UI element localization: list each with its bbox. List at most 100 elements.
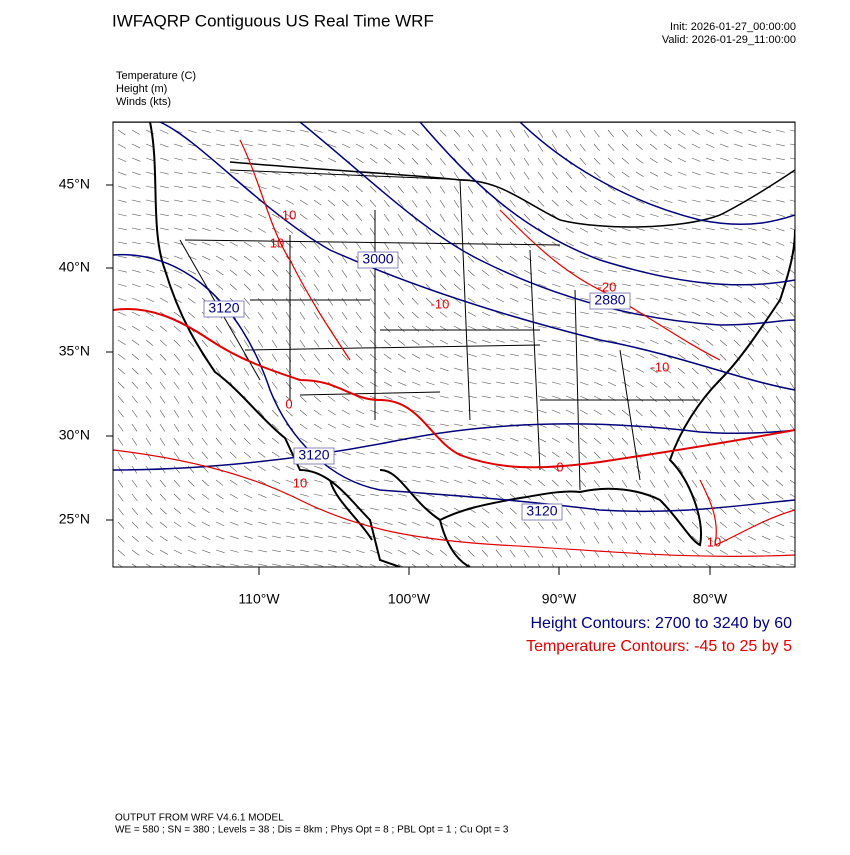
wind-barb <box>257 171 267 175</box>
wind-barb <box>341 283 348 292</box>
wind-barb <box>173 395 180 404</box>
wind-barb <box>565 507 572 516</box>
wind-barb <box>425 423 435 427</box>
wind-barb <box>453 479 463 484</box>
wind-barb <box>383 311 391 320</box>
wind-barb <box>411 255 418 264</box>
wind-barb <box>481 143 488 152</box>
wind-barb <box>383 185 391 193</box>
wind-barb <box>369 143 378 149</box>
wind-barb <box>537 339 547 343</box>
wind-barb <box>481 479 491 485</box>
wind-barb <box>607 227 617 232</box>
wind-barb <box>495 521 503 529</box>
wind-barb <box>299 409 308 416</box>
wind-barb <box>509 535 517 544</box>
wind-barb <box>243 493 253 499</box>
wind-barb <box>593 157 601 165</box>
wind-barb <box>649 143 658 150</box>
wind-barb <box>551 451 560 458</box>
wind-barb <box>215 353 222 362</box>
wind-barb <box>341 465 351 469</box>
wind-barb <box>355 157 364 164</box>
wind-barb <box>201 269 210 275</box>
wind-barb <box>705 479 712 488</box>
wind-barb <box>761 129 771 133</box>
wind-barb <box>173 227 183 231</box>
wind-barb <box>663 451 670 460</box>
wind-barb <box>467 479 477 484</box>
wind-barb <box>691 171 701 176</box>
wind-barb <box>649 199 659 204</box>
wind-barb <box>733 255 743 260</box>
wind-barb <box>257 297 264 306</box>
wind-barb <box>677 185 687 190</box>
wind-barb <box>509 521 517 529</box>
wind-barb <box>691 213 701 217</box>
wind-barb <box>663 213 673 217</box>
wind-barb <box>425 465 435 469</box>
wind-barb <box>649 353 659 359</box>
wind-barb <box>593 563 597 567</box>
wind-barb <box>215 437 222 446</box>
wind-barb <box>733 465 740 474</box>
wind-barb <box>201 437 208 446</box>
wind-barb <box>271 353 278 362</box>
wind-barb <box>551 185 559 193</box>
wind-barb <box>173 381 180 390</box>
wind-barb <box>691 535 699 543</box>
wind-barb <box>425 213 432 222</box>
wind-barb <box>131 171 141 176</box>
wind-barb <box>509 283 519 289</box>
wind-barb <box>159 269 169 274</box>
wind-barb <box>383 563 391 567</box>
wind-barb <box>733 507 741 515</box>
wind-barb <box>677 507 684 516</box>
wind-barb <box>481 465 491 470</box>
wind-barb <box>537 297 547 302</box>
wind-barb <box>775 213 785 217</box>
wind-barb <box>761 409 768 418</box>
wind-barb <box>187 171 197 175</box>
wind-barb <box>271 241 280 248</box>
wind-barb <box>355 269 362 278</box>
wind-barb <box>551 381 561 385</box>
wind-barb <box>747 269 757 275</box>
wind-barb <box>719 241 729 245</box>
wind-barb <box>495 367 505 371</box>
wind-barb <box>383 199 390 208</box>
wind-barb <box>327 283 334 292</box>
wind-barb <box>383 507 393 511</box>
wind-barb <box>621 227 631 232</box>
wind-barb <box>747 549 757 554</box>
wind-barb <box>131 227 141 231</box>
wind-barb <box>425 255 432 264</box>
wind-barb <box>215 367 222 376</box>
wind-barb <box>173 269 183 274</box>
wind-barb <box>271 311 278 320</box>
wind-barb <box>789 297 795 304</box>
wind-barb <box>747 297 756 304</box>
wind-barb <box>131 129 140 135</box>
wind-barb <box>663 227 673 231</box>
wind-barb <box>565 465 573 473</box>
wind-barb <box>467 311 477 317</box>
wind-barb <box>187 409 194 418</box>
wind-barb <box>271 171 281 176</box>
wind-barb <box>145 269 155 274</box>
wind-barb <box>257 423 265 431</box>
wind-barb <box>677 493 684 502</box>
wind-barb <box>705 129 715 135</box>
wind-barb <box>565 241 575 247</box>
wind-barb <box>607 311 617 315</box>
wind-barb <box>145 213 155 217</box>
wind-barb <box>425 339 434 345</box>
wind-barb <box>761 255 771 261</box>
wind-barb <box>635 171 644 178</box>
wind-barb <box>145 395 152 404</box>
wind-barb <box>313 563 323 567</box>
wind-barb <box>201 493 210 500</box>
wind-barb <box>733 493 741 501</box>
wind-barb <box>187 339 195 347</box>
wind-barb <box>355 199 363 207</box>
